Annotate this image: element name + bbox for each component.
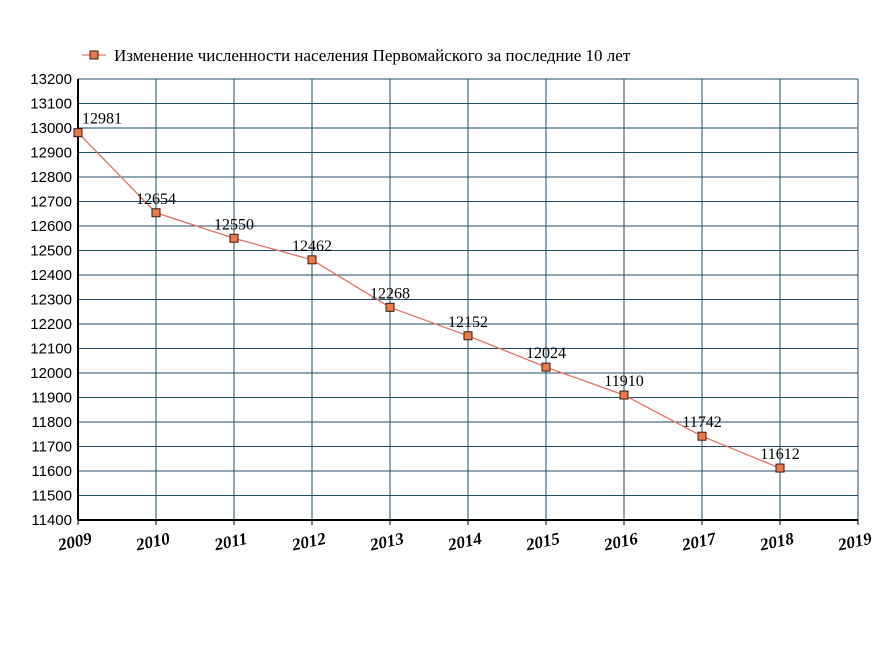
data-point: [463, 331, 473, 341]
series-group: 12981 12654 12550 12462 12268 12152 12024 11910…: [73, 111, 800, 473]
y-tick-label: 11700: [31, 439, 72, 456]
data-label: 11612: [760, 446, 799, 463]
data-label: 12981: [82, 111, 122, 128]
y-tick-label: 12300: [30, 292, 72, 309]
data-label: 12550: [214, 216, 254, 233]
y-tick-label: 13100: [30, 96, 72, 113]
x-tick-label: 2014: [445, 529, 483, 555]
data-point: [73, 128, 83, 138]
data-point: [151, 208, 161, 218]
x-tick-label: 2010: [133, 529, 172, 555]
grid: [78, 78, 859, 520]
data-label: 12024: [526, 345, 566, 362]
chart-legend: Изменение численности населения Первомай…: [82, 46, 631, 65]
x-tick-label: 2016: [601, 529, 640, 555]
legend-marker-swatch: [89, 50, 99, 60]
y-tick-label: 12900: [30, 145, 72, 162]
data-label: 12152: [448, 314, 488, 331]
x-tick-label: 2009: [55, 529, 94, 555]
y-tick-label: 13200: [30, 71, 72, 88]
y-tick-label: 12700: [30, 194, 72, 211]
y-tick-label: 12200: [30, 316, 72, 333]
y-axis-ticks: 11400 11500 11600 11700 11800 11900 12000 12100…: [30, 71, 72, 529]
y-tick-label: 12800: [30, 169, 72, 186]
y-tick-label: 12100: [30, 341, 72, 358]
data-point: [697, 431, 707, 441]
y-tick-label: 11900: [31, 390, 72, 407]
y-tick-label: 13000: [30, 120, 72, 137]
x-tick-label: 2019: [835, 529, 874, 555]
data-point: [619, 390, 629, 400]
y-tick-label: 12500: [30, 243, 72, 260]
y-tick-label: 12600: [30, 218, 72, 235]
y-tick-label: 11400: [31, 512, 72, 529]
data-point: [307, 255, 317, 265]
data-label: 12462: [292, 238, 332, 255]
y-tick-label: 11600: [31, 463, 72, 480]
data-point: [541, 362, 551, 372]
x-tick-label: 2011: [212, 529, 249, 555]
data-point: [385, 302, 395, 312]
x-tick-label: 2015: [523, 529, 562, 555]
data-label: 11742: [682, 414, 721, 431]
data-label: 11910: [604, 373, 643, 390]
data-point: [775, 463, 785, 473]
series-line: [77, 132, 781, 469]
legend-series-label: Изменение численности населения Первомай…: [114, 46, 631, 65]
y-tick-label: 11800: [31, 414, 72, 431]
x-tick-label: 2013: [367, 529, 406, 555]
data-point: [229, 233, 239, 243]
x-tick-label: 2012: [289, 529, 328, 555]
data-label: 12268: [370, 285, 410, 302]
x-axis-ticks: 2009 2010 2011 2012 2013 2014 2015 2016 2017 2018…: [55, 528, 874, 554]
axes: [77, 79, 859, 525]
x-tick-label: 2018: [757, 529, 796, 555]
x-tick-label: 2017: [679, 528, 719, 554]
y-tick-label: 12400: [30, 267, 72, 284]
y-tick-label: 12000: [30, 365, 72, 382]
y-tick-label: 11500: [31, 488, 72, 505]
data-label: 12654: [136, 191, 176, 208]
